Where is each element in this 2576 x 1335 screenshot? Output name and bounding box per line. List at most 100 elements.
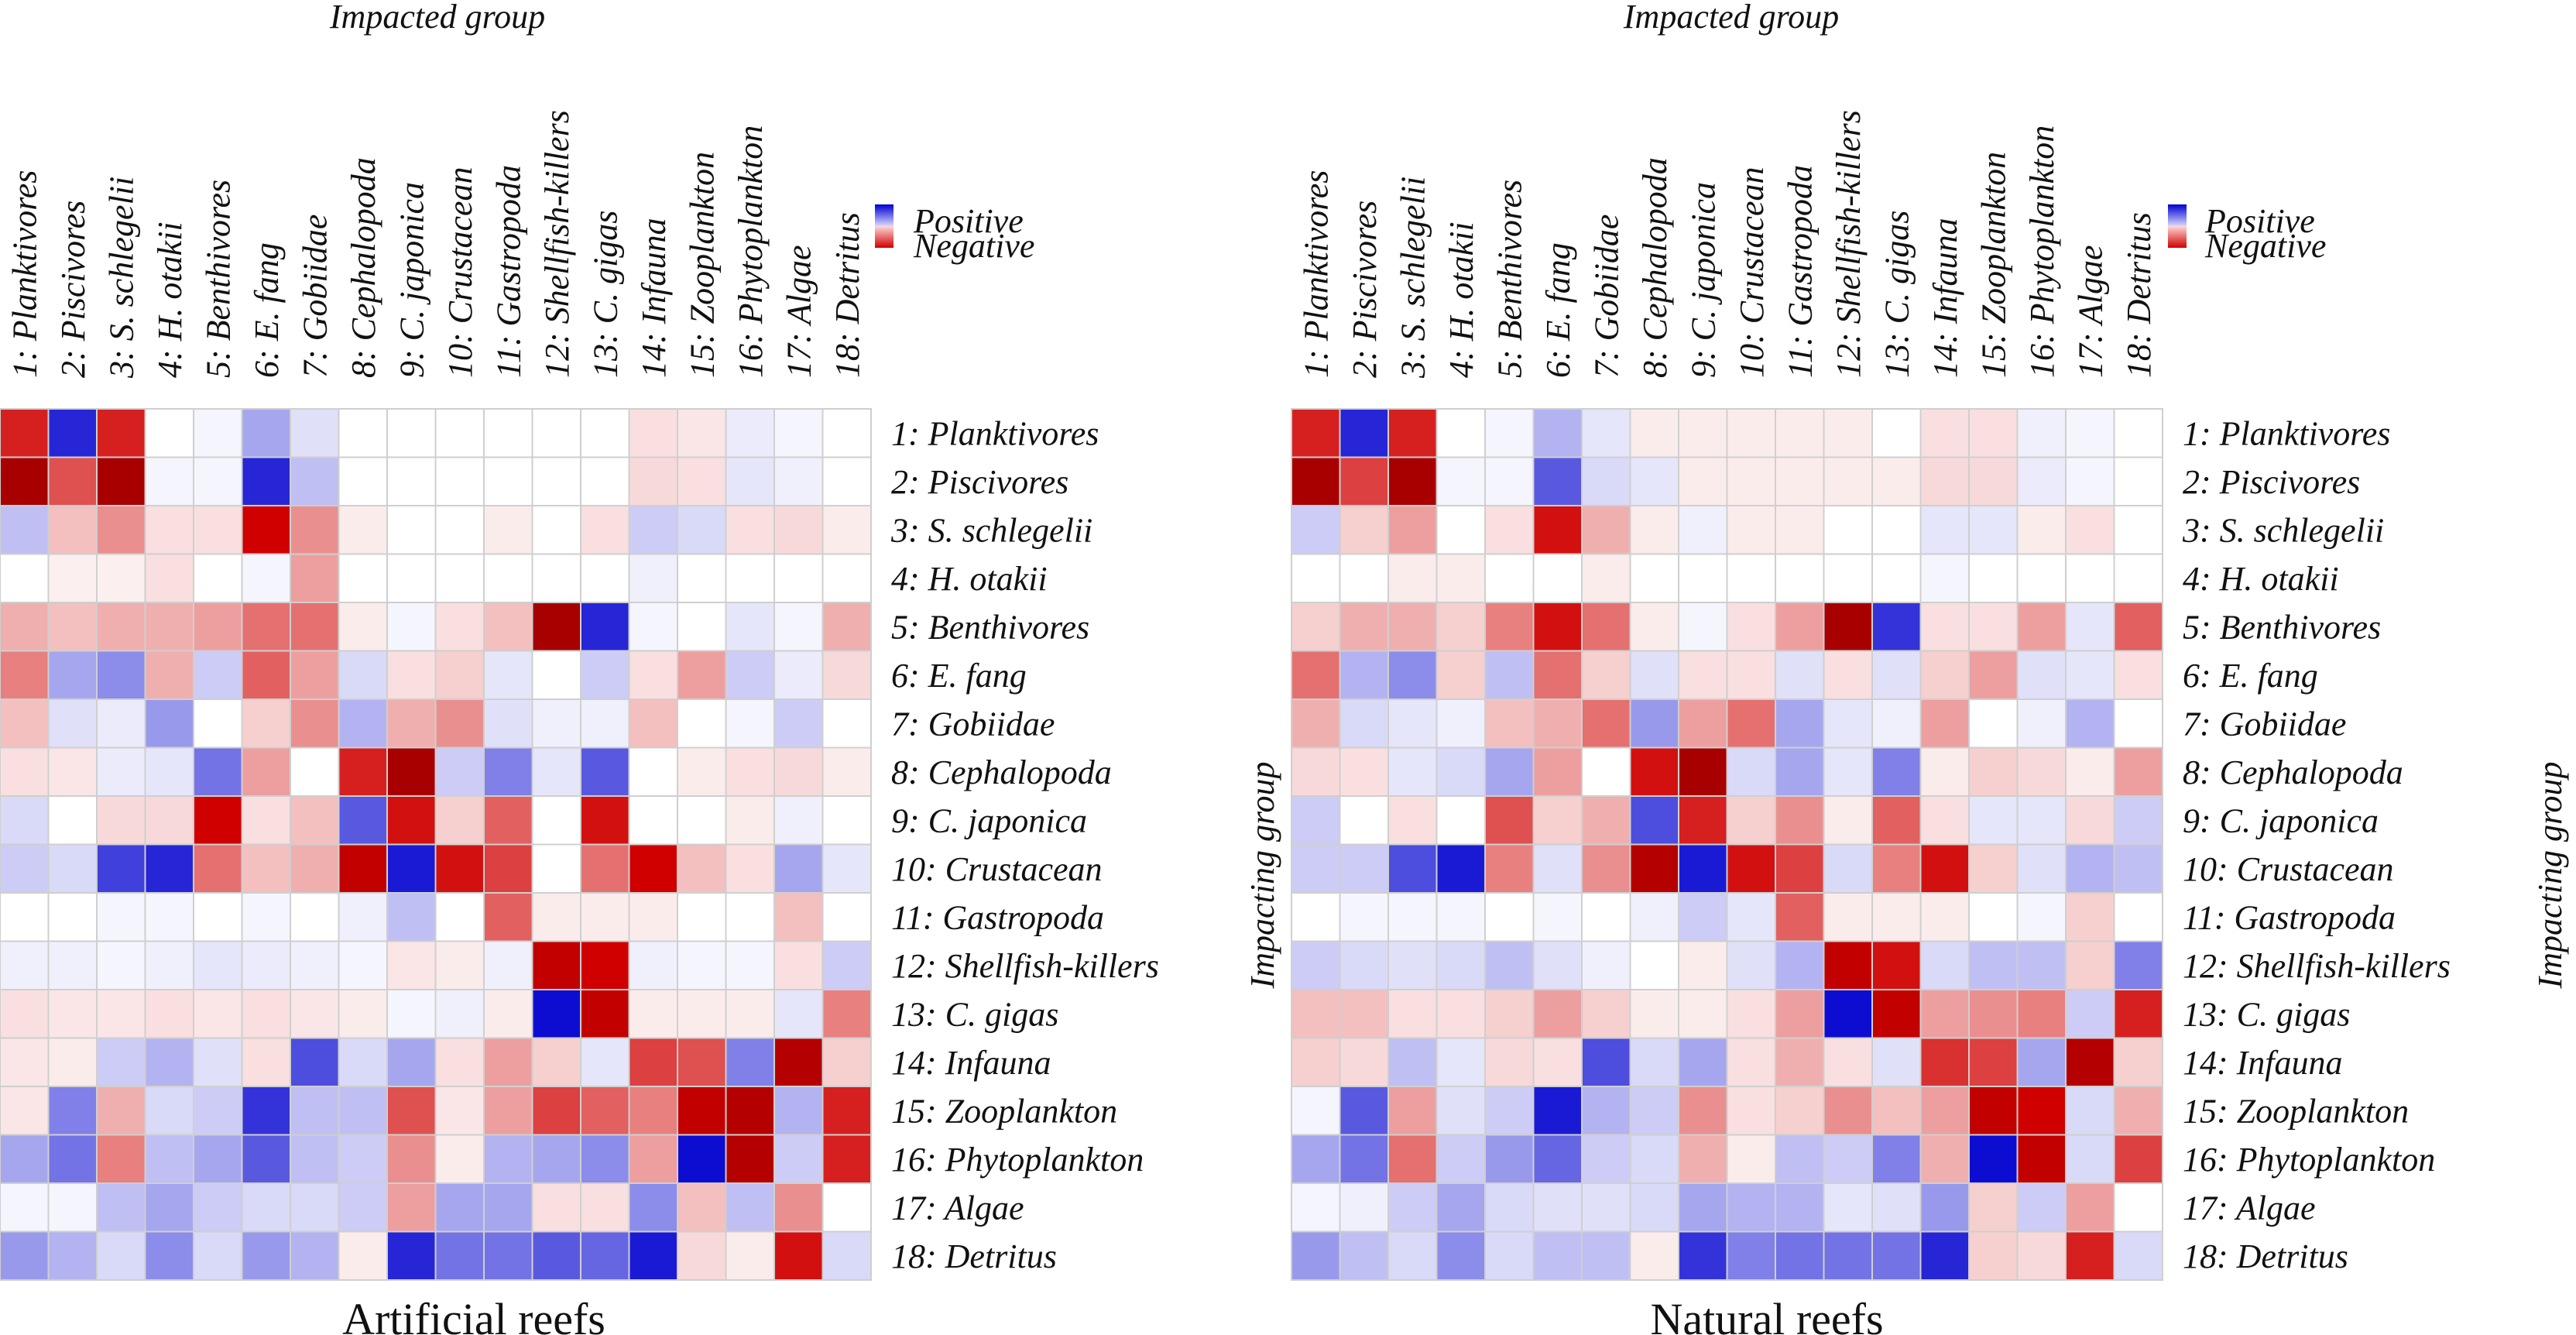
heatmap-cell [1775,940,1825,990]
heatmap-cell [628,408,678,458]
heatmap-cell [1339,602,1389,652]
heatmap-cell [0,553,50,603]
heatmap-cell [0,505,50,555]
heatmap-cell [47,698,98,749]
x-tick-labels-artificial: 1: Planktivores 2: Piscivores 3: S. schleg… [5,110,866,379]
heatmap-cell [2065,746,2115,797]
heatmap-cell [1629,505,1679,555]
heatmap-cells-natural [1291,408,2163,1281]
heatmap-cell [1823,1230,1873,1281]
x-tick-label: 2: Piscivores [54,201,92,378]
heatmap-cell [1968,1086,2019,1136]
heatmap-cell [580,1182,630,1233]
heatmap-cell [2016,1230,2067,1281]
heatmap-cell [96,408,146,458]
y-tick-label: 12: Shellfish-killers [2183,947,2451,985]
heatmap-cell [434,456,485,506]
heatmap-cell [773,795,824,846]
heatmap-cell [1678,505,1728,555]
heatmap-cell [144,1230,194,1281]
heatmap-cell [580,746,630,797]
heatmap-cell [1387,1230,1438,1281]
heatmap-cell [338,456,388,506]
heatmap-cell [386,843,437,894]
heatmap-cell [483,1182,533,1233]
heatmap-cell [1775,989,1825,1039]
heatmap-cell [338,1230,388,1281]
heatmap-cell [531,698,581,749]
heatmap-cell [1484,1134,1535,1184]
heatmap-cell [1532,698,1583,749]
heatmap-cell [338,698,388,749]
heatmap-cell [483,1230,533,1281]
heatmap-cell [1823,746,1873,797]
x-tick-label: 9: C. japonica [1684,182,1722,378]
heatmap-cell [290,746,340,797]
x-tick-label: 7: Gobiidae [296,214,334,378]
heatmap-cell [1484,795,1535,846]
y-tick-label: 14: Infauna [2183,1044,2343,1082]
heatmap-cell [531,892,581,942]
heatmap-cell [1484,989,1535,1039]
heatmap-cell [1629,1182,1679,1233]
heatmap-cell [434,602,485,652]
heatmap-cell [193,1086,243,1136]
heatmap-cell [531,843,581,894]
x-tick-label: 12: Shellfish-killers [1830,110,1868,378]
heatmap-cell [1435,892,1486,942]
heatmap-cell [1581,940,1631,990]
heatmap-cell [1968,1134,2019,1184]
heatmap-cell [1823,1086,1873,1136]
heatmap-cell [193,1182,243,1233]
heatmap-cell [1581,989,1631,1039]
heatmap-cell [1532,456,1583,506]
heatmap-cell [96,795,146,846]
legend-artificial: Positive Negative [875,202,1034,265]
heatmap-cell [725,602,775,652]
heatmap-cell [1581,1182,1631,1233]
heatmap-cell [96,989,146,1039]
heatmap-cell [386,1086,437,1136]
heatmap-cell [1871,1086,1922,1136]
x-tick-label: 14: Infauna [635,218,673,378]
heatmap-cell [531,1086,581,1136]
heatmap-cell [1532,505,1583,555]
heatmap-cell [1823,940,1873,990]
y-tick-label: 10: Crustacean [2183,850,2394,888]
heatmap-cell [822,602,872,652]
heatmap-cell [96,843,146,894]
heatmap-cell [677,989,727,1039]
heatmap-cell [193,746,243,797]
heatmap-cell [386,698,437,749]
heatmap-cell [1678,1037,1728,1087]
heatmap-cell [96,553,146,603]
heatmap-cell [1532,892,1583,942]
heatmap-cell [241,1182,291,1233]
legend-negative-swatch [875,226,894,248]
heatmap-cell [2113,892,2163,942]
heatmap-cell [1629,553,1679,603]
heatmap-cell [2065,698,2115,749]
heatmap-cell [1678,1086,1728,1136]
heatmap-cell [2113,989,2163,1039]
heatmap-cell [1629,456,1679,506]
heatmap-cell [47,1134,98,1184]
heatmap-cell [822,650,872,700]
heatmap-cell [1823,1037,1873,1087]
heatmap-cell [1871,456,1922,506]
heatmap-cell [2016,650,2067,700]
heatmap-cell [822,505,872,555]
heatmap-cell [1339,1086,1389,1136]
heatmap-cell [822,1230,872,1281]
heatmap-cell [1532,650,1583,700]
heatmap-cell [434,1134,485,1184]
heatmap-cell [1629,1134,1679,1184]
heatmap-cell [677,843,727,894]
heatmap-cell [483,698,533,749]
heatmap-cell [1484,746,1535,797]
heatmap-cell [822,1182,872,1233]
heatmap-cell [290,602,340,652]
heatmap-cell [1387,1134,1438,1184]
heatmap-cell [1435,1134,1486,1184]
